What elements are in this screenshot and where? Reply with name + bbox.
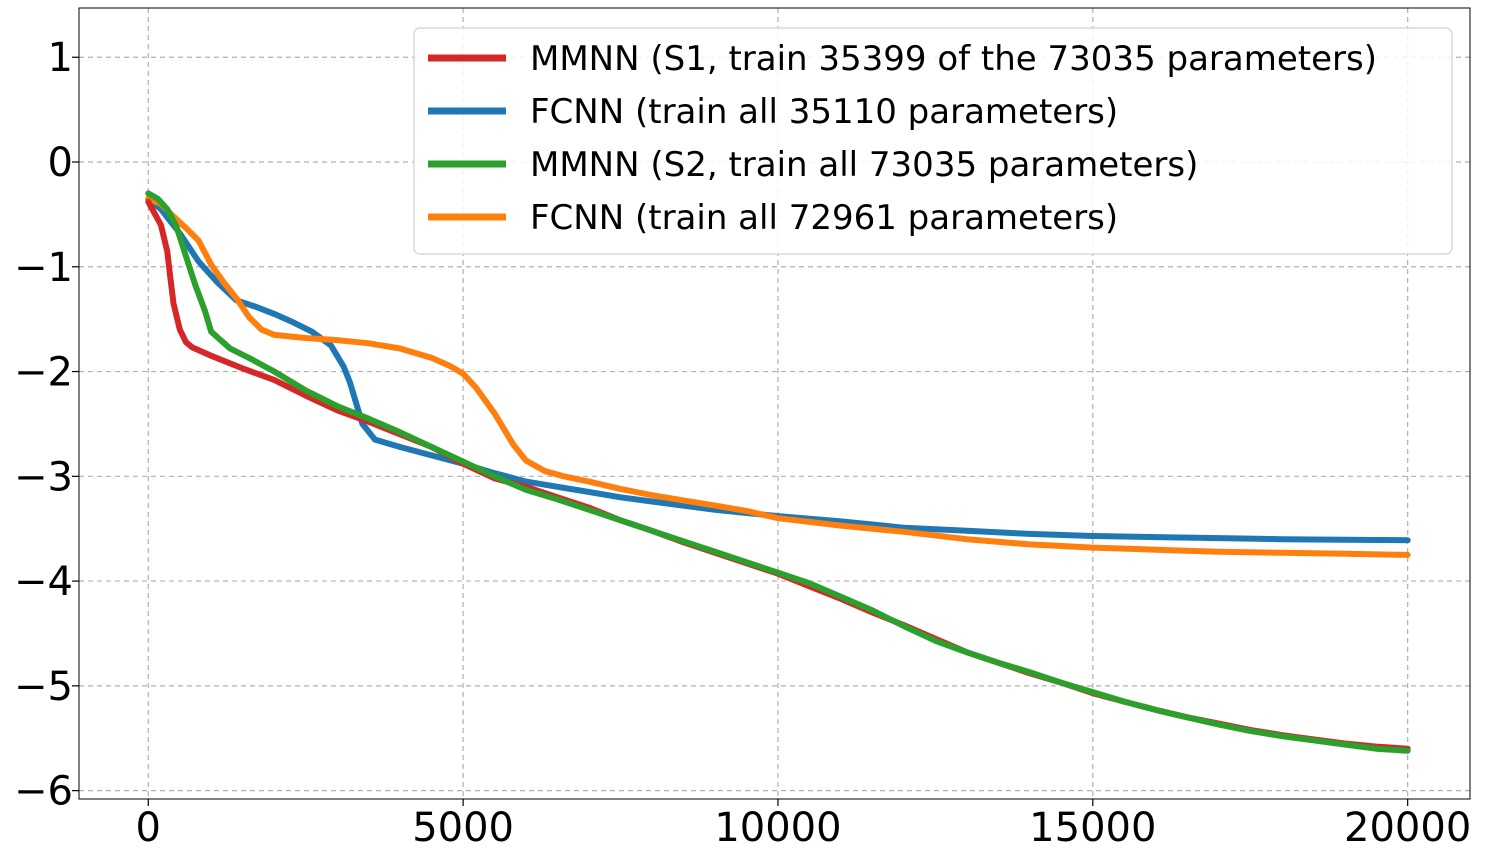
y-tick-label: −4 [14, 559, 73, 605]
series-line-4 [145, 195, 1411, 558]
legend-box [413, 27, 1453, 255]
y-tick-label: −6 [14, 769, 73, 815]
x-tick-label: 0 [136, 805, 161, 851]
y-tick-label: −2 [14, 350, 73, 396]
x-tick-label: 10000 [714, 805, 841, 851]
x-tick-label: 20000 [1344, 805, 1471, 851]
y-tick-label: −5 [14, 664, 73, 710]
x-tick-label: 5000 [412, 805, 514, 851]
y-tick-label: 0 [48, 140, 73, 186]
plot-frame [78, 7, 1471, 800]
series-line-3 [145, 190, 1411, 754]
axis-ticks: 0 5000 10000 15000 20000 1 0 −1 −2 −3 −4 −5 −6 [14, 35, 1471, 851]
legend-label: MMNN (S1, train 35399 of the 73035 param… [530, 39, 1377, 79]
x-tick-label: 15000 [1029, 805, 1156, 851]
y-tick-label: −3 [14, 454, 73, 500]
y-tick-label: −1 [14, 245, 73, 291]
legend-label: MMNN (S2, train all 73035 parameters) [530, 145, 1198, 185]
series-layer [145, 190, 1411, 754]
y-tick-label: 1 [48, 35, 73, 81]
legend-label: FCNN (train all 35110 parameters) [530, 92, 1118, 132]
legend: MMNN (S1, train 35399 of the 73035 param… [413, 27, 1453, 255]
legend-label: FCNN (train all 72961 parameters) [530, 198, 1118, 238]
